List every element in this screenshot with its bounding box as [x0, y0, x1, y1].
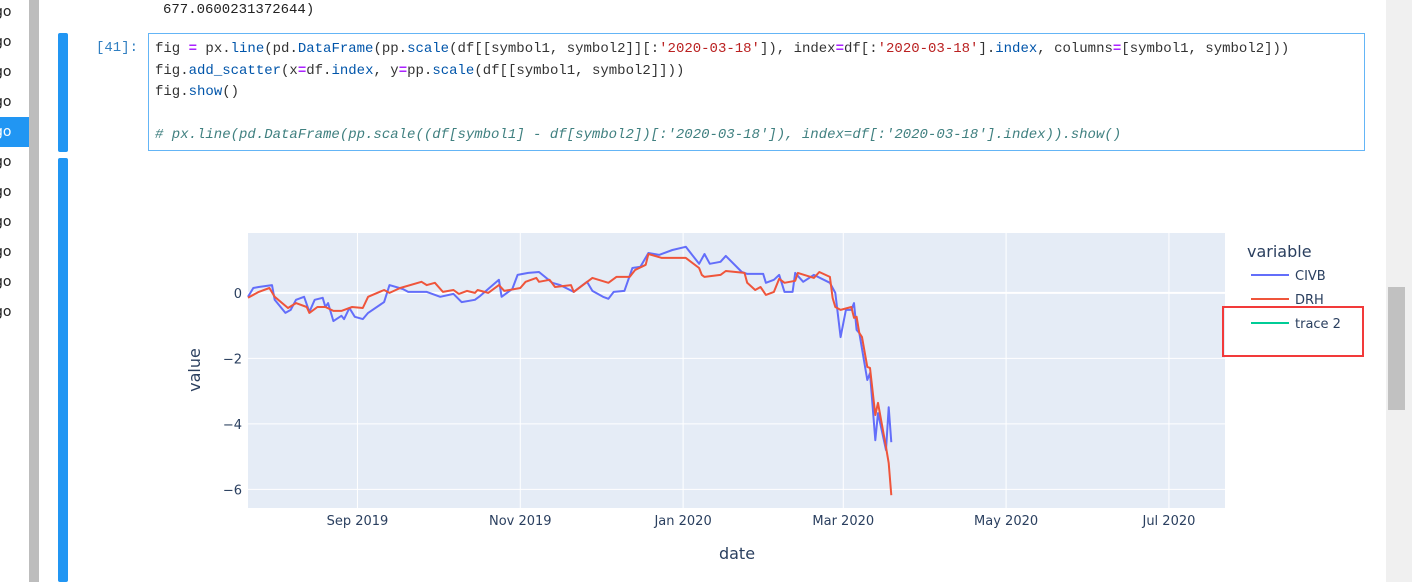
- file-list-item[interactable]: go: [0, 117, 29, 147]
- code-token: scale: [432, 62, 475, 79]
- y-tick-label: −2: [223, 352, 242, 367]
- execution-count-prompt: [41]:: [96, 40, 139, 56]
- file-list-item[interactable]: go: [0, 4, 12, 20]
- code-token: =: [398, 62, 408, 79]
- x-tick-label: May 2020: [974, 514, 1038, 529]
- code-token: , columns: [1037, 41, 1113, 57]
- file-list-item[interactable]: go: [0, 94, 12, 110]
- y-axis-title: value: [185, 348, 204, 392]
- code-token: =: [297, 62, 307, 79]
- legend-item-label: trace 2: [1295, 317, 1341, 332]
- panel-splitter[interactable]: [29, 0, 39, 582]
- code-token: '2020-03-18': [877, 41, 979, 57]
- x-tick-label: Sep 2019: [327, 514, 389, 529]
- code-line: fig.add_scatter(x=df.index, y=pp.scale(d…: [155, 61, 1364, 83]
- y-tick-label: 0: [234, 287, 242, 302]
- code-token: df.: [306, 62, 332, 79]
- file-list-item[interactable]: go: [0, 34, 12, 50]
- code-token: index: [995, 41, 1038, 57]
- series-line-drh: [247, 253, 893, 496]
- legend-item-label: DRH: [1295, 293, 1324, 308]
- code-token: show: [188, 84, 223, 100]
- code-token: (): [222, 84, 240, 100]
- x-tick-label: Jan 2020: [653, 514, 711, 529]
- code-token: (df[[symbol1, symbol2]][:: [449, 41, 660, 57]
- code-token: , y: [373, 62, 399, 79]
- code-token: (df[[symbol1, symbol2]])): [474, 62, 685, 79]
- legend-item-label: CIVB: [1295, 269, 1326, 284]
- scrollbar-thumb[interactable]: [1388, 287, 1405, 410]
- code-token: fig.: [155, 84, 189, 100]
- file-browser-list: go go go go go go go go go go go: [0, 0, 29, 582]
- code-token: '2020-03-18': [659, 41, 760, 57]
- file-list-item[interactable]: go: [0, 154, 12, 170]
- file-list-item[interactable]: go: [0, 184, 12, 200]
- code-token: (pp.: [373, 41, 408, 57]
- code-line: # px.line(pd.DataFrame(pp.scale((df[symb…: [155, 125, 1364, 147]
- code-token: ]), index: [759, 41, 836, 57]
- file-list-item[interactable]: go: [0, 244, 12, 260]
- code-token: df[:: [844, 41, 878, 57]
- code-token: (pd.: [264, 41, 298, 57]
- x-tick-label: Nov 2019: [489, 514, 552, 529]
- code-token: fig.: [155, 62, 189, 79]
- file-list-item[interactable]: go: [0, 274, 12, 290]
- cell-collapser-input[interactable]: [58, 33, 68, 152]
- code-line: fig = px.line(pd.DataFrame(pp.scale(df[[…: [155, 39, 1364, 61]
- file-list-item[interactable]: go: [0, 304, 12, 320]
- code-token: add_scatter: [188, 62, 282, 79]
- code-token: pp.: [407, 62, 433, 79]
- x-tick-label: Mar 2020: [812, 514, 874, 529]
- code-editor[interactable]: fig = px.line(pd.DataFrame(pp.scale(df[[…: [148, 33, 1365, 151]
- code-token: line: [230, 41, 265, 57]
- file-list-item[interactable]: go: [0, 214, 12, 230]
- file-list-item[interactable]: go: [0, 64, 12, 80]
- code-token: fig: [155, 41, 189, 57]
- code-token: px.: [197, 41, 231, 57]
- x-tick-label: Jul 2020: [1141, 514, 1195, 529]
- code-token: =: [1112, 41, 1122, 57]
- code-token: (x: [281, 62, 298, 79]
- y-tick-label: −6: [223, 483, 242, 498]
- code-token: [symbol1, symbol2])): [1121, 41, 1290, 57]
- code-token: scale: [407, 41, 450, 57]
- x-axis-title: date: [719, 544, 755, 563]
- code-token: # px.line(pd.DataFrame(pp.scale((df[symb…: [155, 127, 1122, 143]
- annotation-highlight-box: [1222, 306, 1364, 357]
- code-token: ].: [978, 41, 996, 57]
- plot-area: [248, 233, 1225, 508]
- code-token: =: [188, 41, 198, 57]
- code-token: index: [331, 62, 374, 79]
- y-tick-label: −4: [223, 418, 242, 433]
- code-line: fig.show(): [155, 82, 1364, 104]
- previous-cell-output: 677.0600231372644): [163, 2, 315, 18]
- code-token: =: [835, 41, 844, 57]
- cell-collapser-output[interactable]: [58, 158, 68, 582]
- code-token: DataFrame: [297, 41, 374, 57]
- legend-title: variable: [1247, 242, 1312, 261]
